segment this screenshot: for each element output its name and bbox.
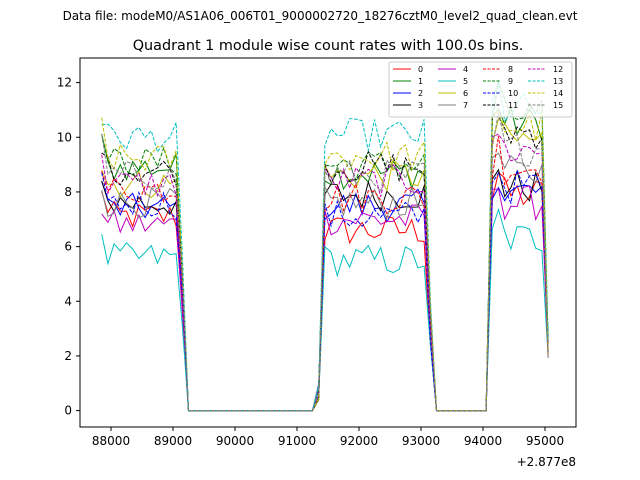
x-tick-label: 91000 [278, 434, 316, 448]
legend-label-7: 7 [463, 101, 468, 110]
series-line-15 [101, 112, 549, 412]
legend-label-10: 10 [508, 89, 518, 98]
series-line-7 [101, 152, 549, 412]
legend-label-13: 13 [553, 77, 563, 86]
chart-title: Quadrant 1 module wise count rates with … [133, 38, 524, 54]
series-line-12 [101, 133, 549, 412]
legend-label-14: 14 [553, 89, 563, 98]
y-axis: 0 2 4 6 8 10 12 [57, 76, 80, 418]
x-tick-label: 94000 [464, 434, 502, 448]
x-tick-label: 90000 [216, 434, 254, 448]
legend-label-1: 1 [418, 77, 423, 86]
x-offset-label: +2.877e8 [517, 455, 576, 469]
y-tick-label: 0 [64, 404, 72, 418]
data-file-label: Data file: modeM0/AS1A06_006T01_90000027… [63, 9, 578, 23]
series-line-4 [101, 185, 549, 412]
x-axis: 88000 89000 90000 91000 92000 93000 94000 95000 [92, 427, 564, 448]
series-line-0 [101, 171, 549, 412]
x-tick-label: 95000 [526, 434, 564, 448]
legend-label-6: 6 [463, 89, 468, 98]
legend-label-9: 9 [508, 77, 513, 86]
x-tick-label: 93000 [402, 434, 440, 448]
legend-label-8: 8 [508, 65, 513, 74]
legend-box [388, 61, 573, 118]
axes-background [80, 58, 576, 427]
series-line-13 [101, 79, 549, 412]
y-tick-label: 12 [57, 76, 72, 90]
y-tick-label: 2 [64, 349, 72, 363]
plot-area: 88000 89000 90000 91000 92000 93000 94000 95000… [57, 57, 577, 469]
series-line-5 [101, 207, 549, 412]
legend-label-3: 3 [418, 101, 423, 110]
x-tick-label: 89000 [154, 434, 192, 448]
legend-label-2: 2 [418, 89, 423, 98]
legend-label-5: 5 [463, 77, 468, 86]
y-tick-label: 10 [57, 130, 72, 144]
series-lines [101, 79, 549, 412]
y-tick-label: 4 [64, 294, 72, 308]
y-tick-label: 6 [64, 240, 72, 254]
x-tick-label: 88000 [92, 434, 130, 448]
axes-frame [79, 57, 577, 428]
x-tick-label: 92000 [340, 434, 378, 448]
legend-label-12: 12 [553, 65, 563, 74]
legend-label-4: 4 [463, 65, 468, 74]
series-line-14 [101, 109, 549, 412]
legend-label-15: 15 [553, 101, 563, 110]
legend-label-0: 0 [418, 65, 423, 74]
series-line-2 [101, 181, 549, 412]
series-line-10 [101, 168, 549, 412]
legend-label-11: 11 [508, 101, 518, 110]
y-tick-label: 8 [64, 185, 72, 199]
